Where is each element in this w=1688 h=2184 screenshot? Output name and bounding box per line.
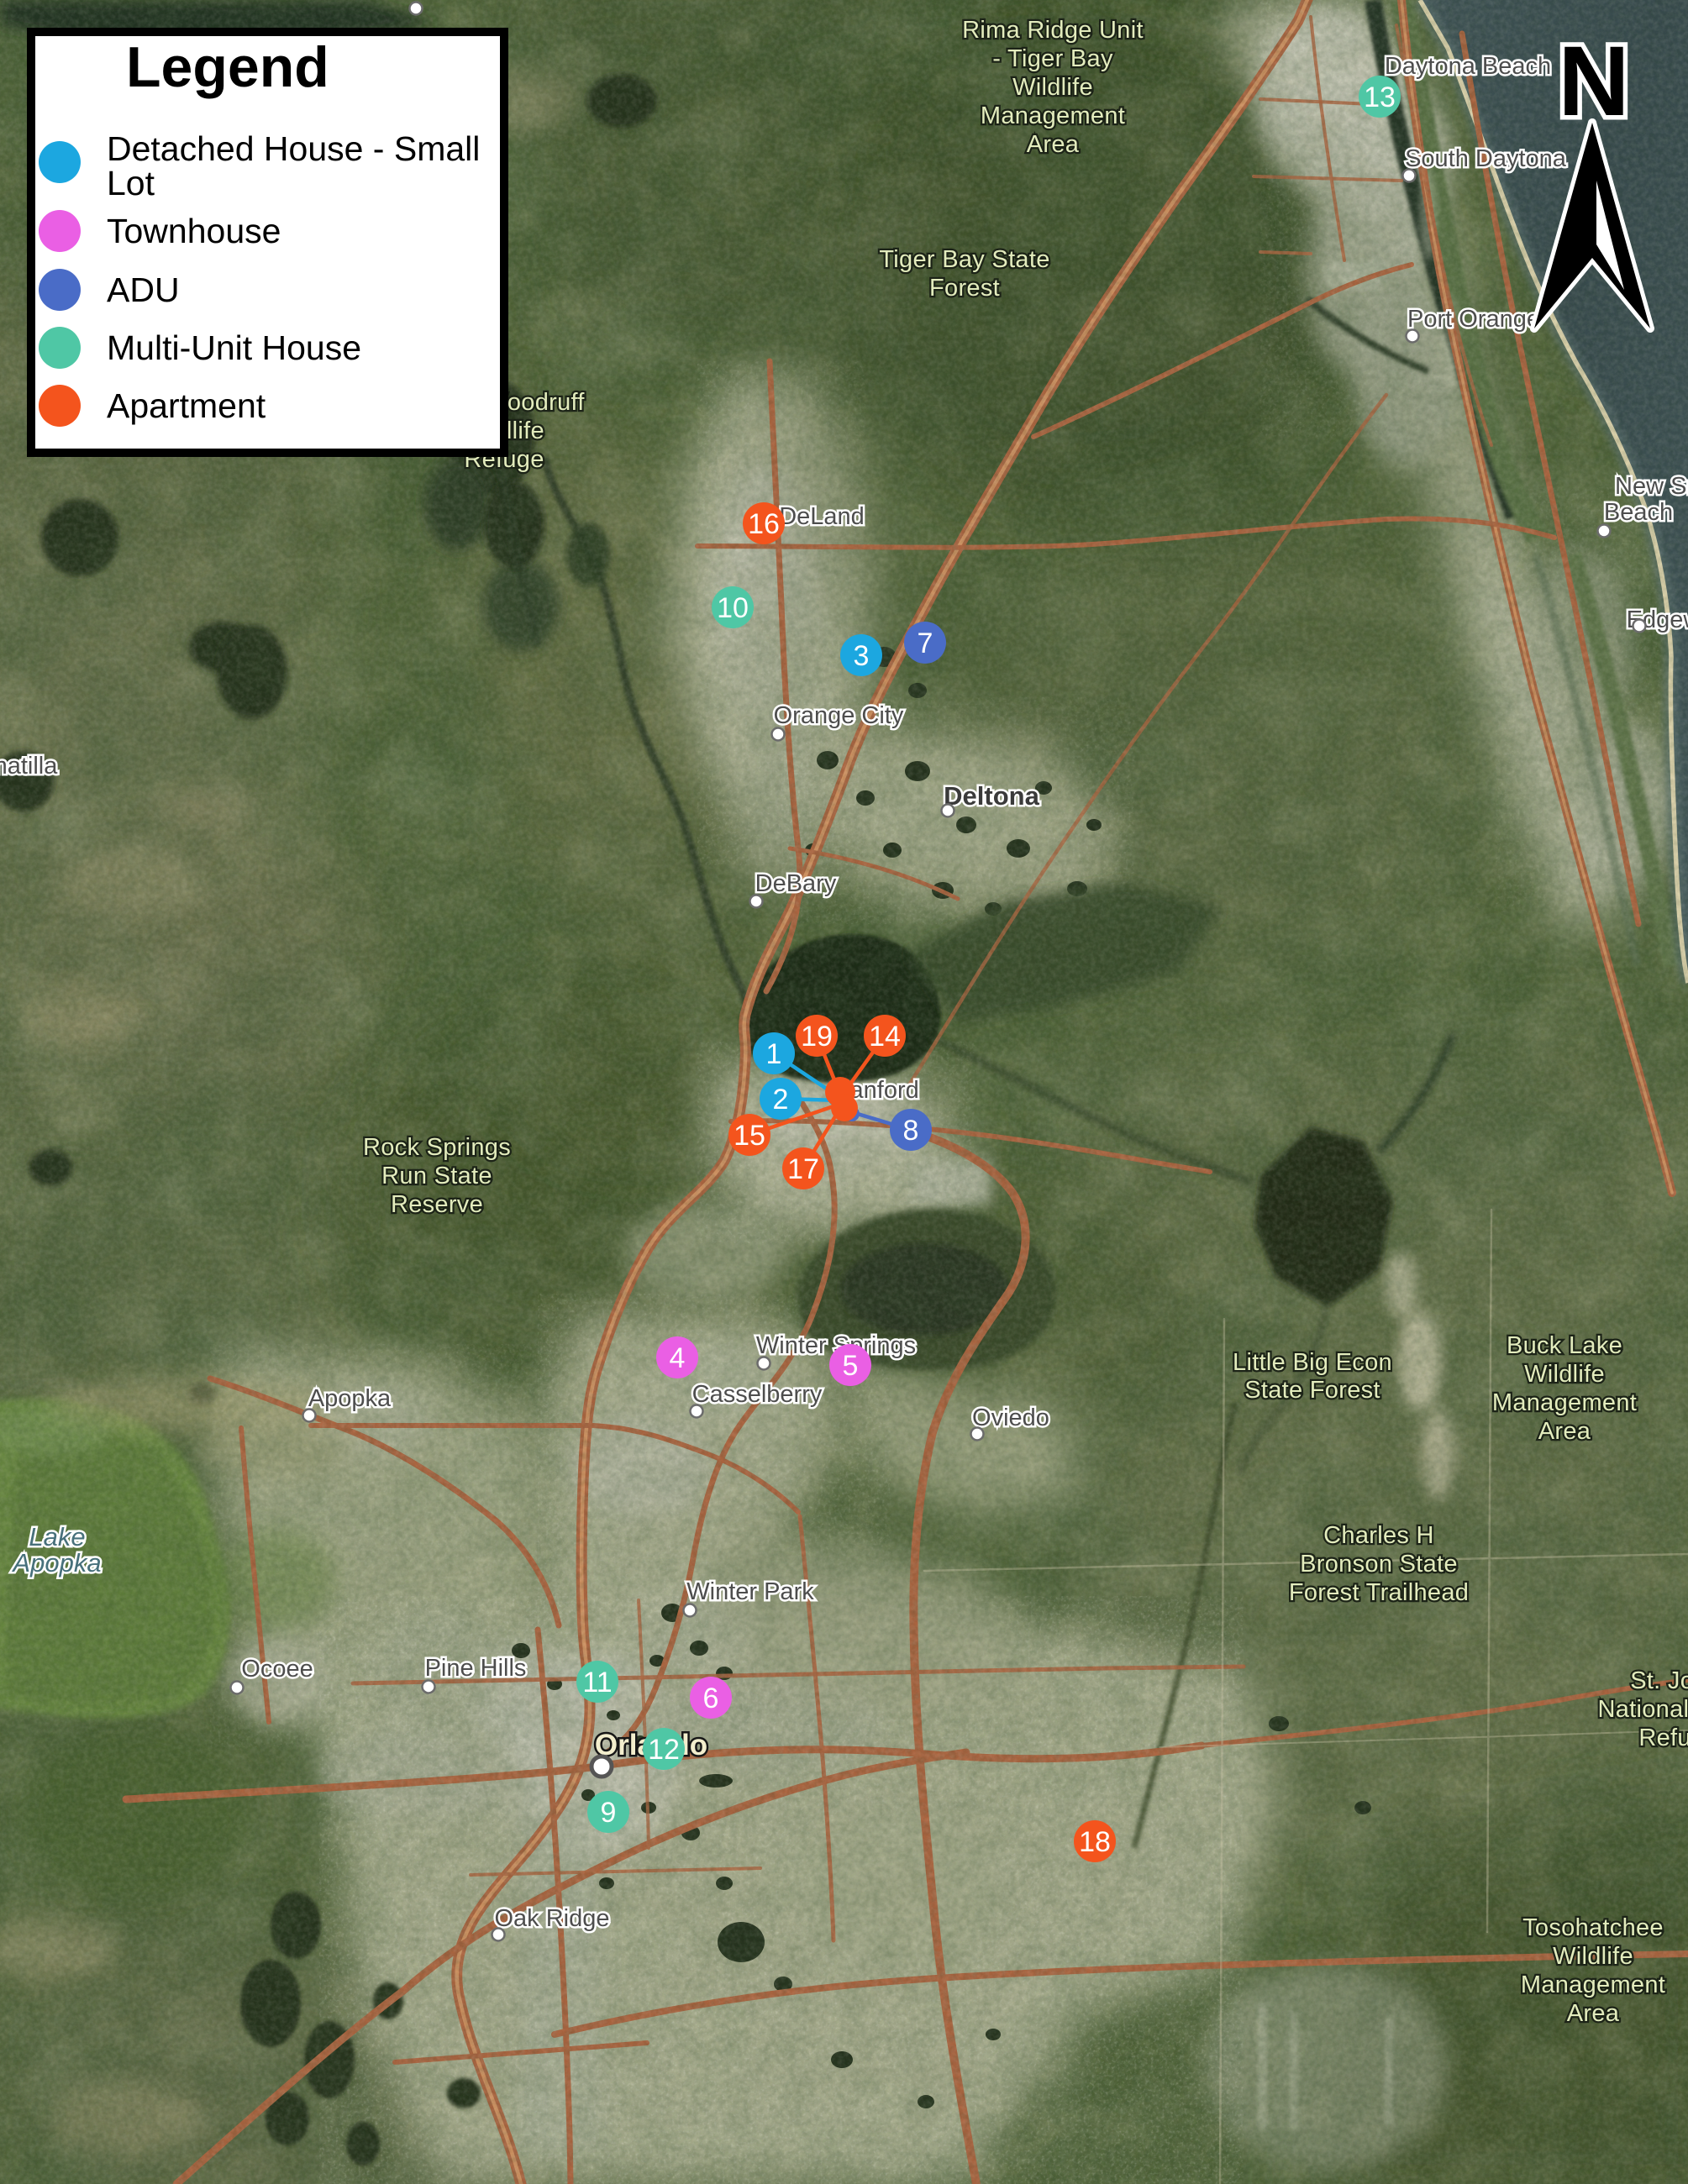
svg-text:National Wildlife: National Wildlife: [1597, 1696, 1688, 1723]
svg-text:Bronson State: Bronson State: [1300, 1551, 1458, 1578]
svg-text:Winter Park: Winter Park: [686, 1578, 814, 1605]
svg-text:Management: Management: [1521, 1971, 1665, 1998]
svg-text:Winter Springs: Winter Springs: [756, 1332, 916, 1359]
svg-text:14: 14: [869, 1021, 901, 1053]
svg-text:Oviedo: Oviedo: [972, 1404, 1049, 1431]
svg-text:St. Johns: St. Johns: [1630, 1667, 1688, 1694]
svg-text:Area: Area: [1027, 131, 1080, 158]
svg-text:Oak Ridge: Oak Ridge: [494, 1905, 609, 1932]
svg-text:Refuge: Refuge: [1638, 1725, 1688, 1751]
svg-text:Apartment: Apartment: [107, 386, 266, 425]
svg-text:DeLand: DeLand: [779, 503, 865, 530]
svg-text:17: 17: [787, 1153, 819, 1185]
svg-text:15: 15: [734, 1120, 765, 1152]
svg-text:13: 13: [1364, 81, 1396, 113]
svg-text:4: 4: [670, 1342, 686, 1374]
svg-text:8: 8: [903, 1115, 919, 1147]
svg-text:16: 16: [748, 508, 780, 540]
svg-text:Wildlife: Wildlife: [1524, 1361, 1605, 1388]
svg-text:Casselberry: Casselberry: [692, 1381, 823, 1408]
svg-text:18: 18: [1079, 1826, 1111, 1858]
svg-text:Detached House - Small: Detached House - Small: [107, 129, 480, 168]
svg-text:State Forest: State Forest: [1244, 1377, 1380, 1404]
svg-text:19: 19: [801, 1021, 833, 1053]
svg-text:Run State: Run State: [381, 1163, 492, 1189]
svg-text:Rima Ridge Unit: Rima Ridge Unit: [962, 17, 1144, 44]
svg-text:Townhouse: Townhouse: [107, 212, 281, 250]
svg-text:2: 2: [773, 1084, 789, 1116]
svg-text:Forest: Forest: [929, 275, 1000, 302]
svg-text:9: 9: [601, 1797, 617, 1829]
svg-text:Ocoee: Ocoee: [241, 1656, 313, 1683]
svg-text:Charles H: Charles H: [1323, 1522, 1434, 1549]
svg-text:Apopka: Apopka: [11, 1548, 101, 1578]
svg-text:Rock Springs: Rock Springs: [363, 1134, 511, 1161]
svg-text:6: 6: [703, 1683, 719, 1714]
svg-text:Area: Area: [1567, 2000, 1620, 2027]
svg-text:South Daytona: South Daytona: [1405, 145, 1567, 172]
svg-text:DeBary: DeBary: [755, 870, 837, 897]
svg-text:7: 7: [918, 627, 933, 659]
svg-text:3: 3: [854, 640, 870, 672]
svg-text:Management: Management: [1492, 1389, 1637, 1416]
svg-text:Forest Trailhead: Forest Trailhead: [1289, 1579, 1469, 1606]
svg-text:Tosohatchee: Tosohatchee: [1522, 1914, 1664, 1941]
svg-text:Tiger Bay State: Tiger Bay State: [879, 246, 1049, 273]
svg-text:- Tiger Bay: - Tiger Bay: [992, 45, 1113, 72]
svg-text:1: 1: [766, 1038, 782, 1070]
svg-text:Apopka: Apopka: [308, 1385, 392, 1412]
svg-text:Buck Lake: Buck Lake: [1507, 1332, 1622, 1359]
svg-text:Lot: Lot: [107, 164, 155, 202]
svg-text:New Smyrna: New Smyrna: [1615, 473, 1688, 500]
svg-text:Reserve: Reserve: [391, 1191, 483, 1218]
svg-text:Wildlife: Wildlife: [1553, 1943, 1633, 1970]
svg-text:12: 12: [648, 1734, 680, 1766]
svg-text:Umatilla: Umatilla: [0, 753, 58, 780]
svg-text:Pine Hills: Pine Hills: [425, 1655, 527, 1682]
svg-text:Beach: Beach: [1604, 499, 1673, 526]
svg-text:10: 10: [717, 592, 749, 624]
svg-text:Management: Management: [981, 102, 1125, 129]
svg-text:Port Orange: Port Orange: [1407, 306, 1540, 333]
svg-text:Legend: Legend: [126, 35, 329, 99]
svg-text:Deltona: Deltona: [944, 781, 1039, 811]
svg-text:Multi-Unit House: Multi-Unit House: [107, 328, 361, 367]
svg-text:ADU: ADU: [107, 270, 180, 309]
svg-text:Orange City: Orange City: [774, 702, 904, 729]
svg-text:Little Big Econ: Little Big Econ: [1233, 1349, 1392, 1376]
svg-text:Area: Area: [1538, 1418, 1591, 1445]
svg-text:Wildlife: Wildlife: [1012, 74, 1093, 101]
svg-text:Lake: Lake: [29, 1522, 85, 1551]
svg-text:Daytona Beach: Daytona Beach: [1385, 53, 1551, 80]
svg-text:11: 11: [582, 1667, 612, 1698]
svg-text:5: 5: [843, 1350, 859, 1382]
